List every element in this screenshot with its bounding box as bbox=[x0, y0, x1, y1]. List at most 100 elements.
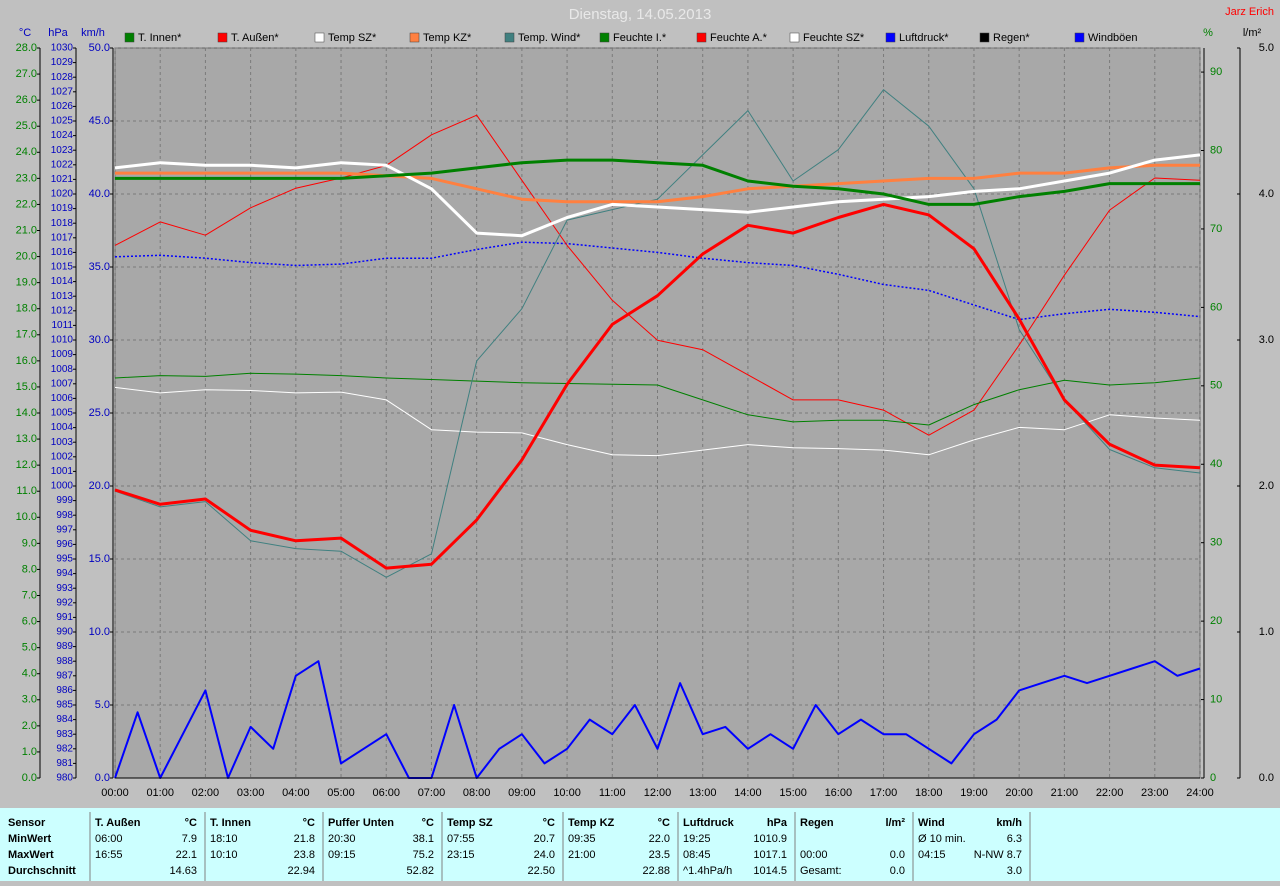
legend-swatch bbox=[314, 32, 325, 43]
y-tick-label: 1019 bbox=[51, 203, 74, 214]
series-line bbox=[114, 372, 1201, 426]
y-tick-label: 1012 bbox=[51, 305, 74, 316]
y-tick-label: 9.0 bbox=[22, 537, 37, 549]
author: Jarz Erich bbox=[1225, 6, 1274, 18]
stats-unit: km/h bbox=[996, 817, 1022, 829]
y-tick-label: 80 bbox=[1210, 144, 1222, 156]
y-tick-label: 997 bbox=[56, 524, 73, 535]
x-tick-label: 14:00 bbox=[734, 787, 762, 799]
legend-label: Feuchte I.* bbox=[613, 32, 667, 44]
y-tick-label: 50 bbox=[1210, 380, 1222, 392]
y-tick-label: 983 bbox=[56, 729, 73, 740]
y-tick-label: 1024 bbox=[51, 130, 74, 141]
stats-cell: 52.82 bbox=[406, 865, 434, 877]
y-tick-label: 1018 bbox=[51, 218, 74, 229]
legend-swatch bbox=[1074, 32, 1085, 43]
x-tick-label: 18:00 bbox=[915, 787, 943, 799]
y-tick-label: 19.0 bbox=[16, 277, 37, 289]
stats-title: Regen bbox=[800, 817, 834, 829]
y-tick-label: 985 bbox=[56, 700, 73, 711]
x-tick-label: 20:00 bbox=[1005, 787, 1033, 799]
series-line bbox=[114, 153, 1201, 238]
x-tick-label: 03:00 bbox=[237, 787, 265, 799]
stats-cell: 14.63 bbox=[169, 865, 197, 877]
stats-cell: 09:35 bbox=[568, 833, 596, 845]
x-tick-label: 19:00 bbox=[960, 787, 988, 799]
stats-title: T. Außen bbox=[95, 817, 141, 829]
y-tick-label: 10.0 bbox=[16, 511, 37, 523]
x-tick-label: 16:00 bbox=[825, 787, 853, 799]
legend-label: Windböen bbox=[1088, 32, 1138, 44]
x-tick-label: 00:00 bbox=[101, 787, 129, 799]
stats-cell: 00:00 bbox=[800, 849, 828, 861]
y-tick-label: 1022 bbox=[51, 159, 74, 170]
y-tick-label: 30.0 bbox=[89, 334, 110, 346]
series-line bbox=[115, 163, 1200, 204]
legend-label: Luftdruck* bbox=[899, 32, 949, 44]
y-tick-label: 1010 bbox=[51, 335, 74, 346]
y-tick-label: 1007 bbox=[51, 378, 74, 389]
x-tick-label: 08:00 bbox=[463, 787, 491, 799]
stats-cell: 06:00 bbox=[95, 833, 123, 845]
stats-cell: 10:10 bbox=[210, 849, 238, 861]
y-tick-label: 0.0 bbox=[22, 772, 37, 784]
stats-title: Puffer Unten bbox=[328, 817, 394, 829]
y-tick-label: 1021 bbox=[51, 174, 74, 185]
stats-cell: 23.8 bbox=[294, 849, 315, 861]
x-tick-label: 06:00 bbox=[372, 787, 400, 799]
legend-label: Temp. Wind* bbox=[518, 32, 581, 44]
x-tick-label: 22:00 bbox=[1096, 787, 1124, 799]
y-tick-label: 1029 bbox=[51, 57, 74, 68]
y-tick-label: 980 bbox=[56, 773, 73, 784]
stats-cell: Ø 10 min. bbox=[918, 833, 966, 845]
y-tick-label: 1014 bbox=[51, 276, 74, 287]
y-tick-label: 5.0 bbox=[1259, 42, 1274, 54]
y-tick-label: 989 bbox=[56, 641, 73, 652]
stats-cell: 3.0 bbox=[1007, 865, 1022, 877]
stats-cell: 22.50 bbox=[527, 865, 555, 877]
legend-swatch bbox=[409, 32, 420, 43]
stats-cell: 22.88 bbox=[642, 865, 670, 877]
legend-swatch bbox=[124, 32, 135, 43]
axis-title: hPa bbox=[48, 27, 68, 39]
y-tick-label: 4.0 bbox=[22, 668, 37, 680]
stats-cell: 08:45 bbox=[683, 849, 711, 861]
y-tick-label: 14.0 bbox=[16, 407, 37, 419]
legend-swatch bbox=[979, 32, 990, 43]
legend-label: Feuchte SZ* bbox=[803, 32, 865, 44]
y-tick-label: 1020 bbox=[51, 189, 74, 200]
y-tick-label: 998 bbox=[56, 510, 73, 521]
y-tick-label: 1027 bbox=[51, 86, 74, 97]
y-tick-label: 12.0 bbox=[16, 459, 37, 471]
y-tick-label: 40 bbox=[1210, 458, 1222, 470]
y-tick-label: 20.0 bbox=[16, 250, 37, 262]
y-tick-label: 1006 bbox=[51, 393, 74, 404]
y-tick-label: 30 bbox=[1210, 537, 1222, 549]
y-tick-label: 1017 bbox=[51, 232, 74, 243]
y-tick-label: 22.0 bbox=[16, 198, 37, 210]
y-tick-label: 10 bbox=[1210, 693, 1222, 705]
stats-cell: 1014.5 bbox=[753, 865, 787, 877]
stats-cell: 23:15 bbox=[447, 849, 475, 861]
chart-title: Dienstag, 14.05.2013 bbox=[569, 6, 712, 23]
legend-swatch bbox=[696, 32, 707, 43]
y-tick-label: 995 bbox=[56, 554, 73, 565]
y-tick-label: 13.0 bbox=[16, 433, 37, 445]
legend-swatch bbox=[504, 32, 515, 43]
y-tick-label: 28.0 bbox=[16, 42, 37, 54]
y-tick-label: 1025 bbox=[51, 116, 74, 127]
series-line bbox=[114, 386, 1201, 457]
series-line bbox=[114, 89, 1201, 578]
y-tick-label: 50.0 bbox=[89, 42, 110, 54]
stats-unit: °C bbox=[658, 817, 670, 829]
y-tick-label: 1009 bbox=[51, 349, 74, 360]
stats-cell: 75.2 bbox=[413, 849, 434, 861]
stats-cell: 20:30 bbox=[328, 833, 356, 845]
stats-cell: 24.0 bbox=[534, 849, 555, 861]
legend-label: Temp SZ* bbox=[328, 32, 377, 44]
y-tick-label: 1001 bbox=[51, 466, 74, 477]
stats-cell: 0.0 bbox=[890, 865, 905, 877]
y-tick-label: 90 bbox=[1210, 66, 1222, 78]
